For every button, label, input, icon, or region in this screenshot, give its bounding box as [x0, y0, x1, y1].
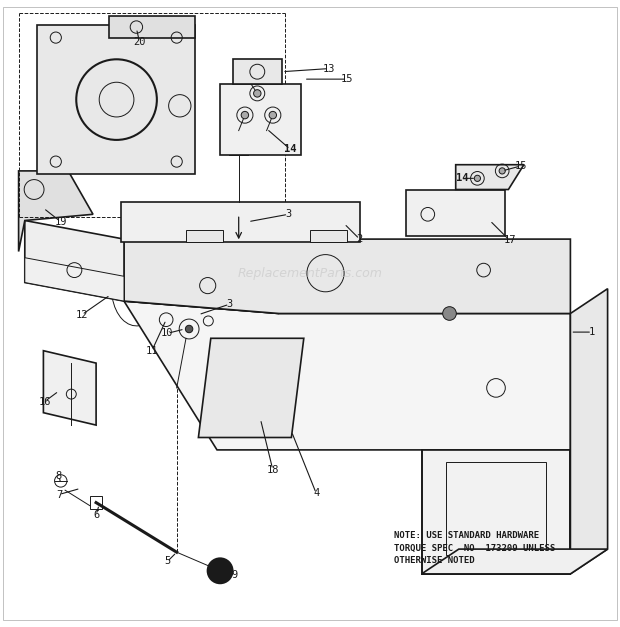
Text: 4: 4	[313, 488, 319, 498]
Circle shape	[241, 112, 249, 119]
Polygon shape	[186, 230, 223, 242]
Text: 7: 7	[56, 490, 62, 500]
Polygon shape	[570, 288, 608, 574]
Circle shape	[254, 90, 261, 97]
Text: 2: 2	[356, 234, 363, 244]
Polygon shape	[19, 171, 93, 251]
Text: 14: 14	[284, 144, 296, 154]
Text: 13: 13	[322, 63, 335, 73]
Text: 3: 3	[226, 299, 232, 309]
Circle shape	[443, 307, 456, 320]
Text: 5: 5	[164, 557, 171, 567]
Polygon shape	[198, 339, 304, 438]
Circle shape	[269, 112, 277, 119]
Text: 9: 9	[231, 570, 237, 580]
Text: NOTE: USE STANDARD HARDWARE
TORQUE SPEC  NO  173209 UNLESS
OTHERWISE NOTED: NOTE: USE STANDARD HARDWARE TORQUE SPEC …	[394, 531, 555, 564]
Polygon shape	[124, 239, 279, 314]
Text: 3: 3	[285, 209, 291, 219]
Polygon shape	[456, 165, 524, 189]
Polygon shape	[310, 230, 347, 242]
Polygon shape	[25, 258, 124, 301]
Text: 19: 19	[55, 217, 67, 227]
Polygon shape	[406, 189, 505, 236]
Text: ReplacementParts.com: ReplacementParts.com	[237, 266, 383, 280]
Polygon shape	[220, 84, 301, 155]
Text: 18: 18	[267, 465, 279, 475]
Polygon shape	[43, 350, 96, 425]
Text: 11: 11	[146, 345, 158, 356]
Polygon shape	[124, 301, 570, 450]
Polygon shape	[121, 202, 360, 242]
Text: 15: 15	[515, 161, 527, 171]
Text: 14: 14	[456, 173, 468, 183]
Polygon shape	[37, 25, 195, 174]
Circle shape	[208, 559, 232, 583]
Polygon shape	[232, 60, 282, 84]
Text: 12: 12	[76, 310, 88, 320]
Polygon shape	[124, 239, 570, 314]
Text: 20: 20	[133, 37, 146, 47]
Polygon shape	[25, 221, 124, 301]
Circle shape	[474, 175, 480, 181]
Text: 16: 16	[38, 396, 51, 406]
Polygon shape	[422, 549, 608, 574]
Text: 15: 15	[341, 74, 353, 84]
Text: 6: 6	[93, 510, 99, 520]
Text: 17: 17	[503, 235, 516, 245]
Polygon shape	[108, 16, 195, 38]
Text: 10: 10	[161, 329, 174, 339]
Circle shape	[499, 168, 505, 174]
Circle shape	[185, 325, 193, 333]
Text: 8: 8	[56, 471, 62, 481]
Polygon shape	[422, 450, 570, 574]
Text: 1: 1	[589, 327, 595, 337]
